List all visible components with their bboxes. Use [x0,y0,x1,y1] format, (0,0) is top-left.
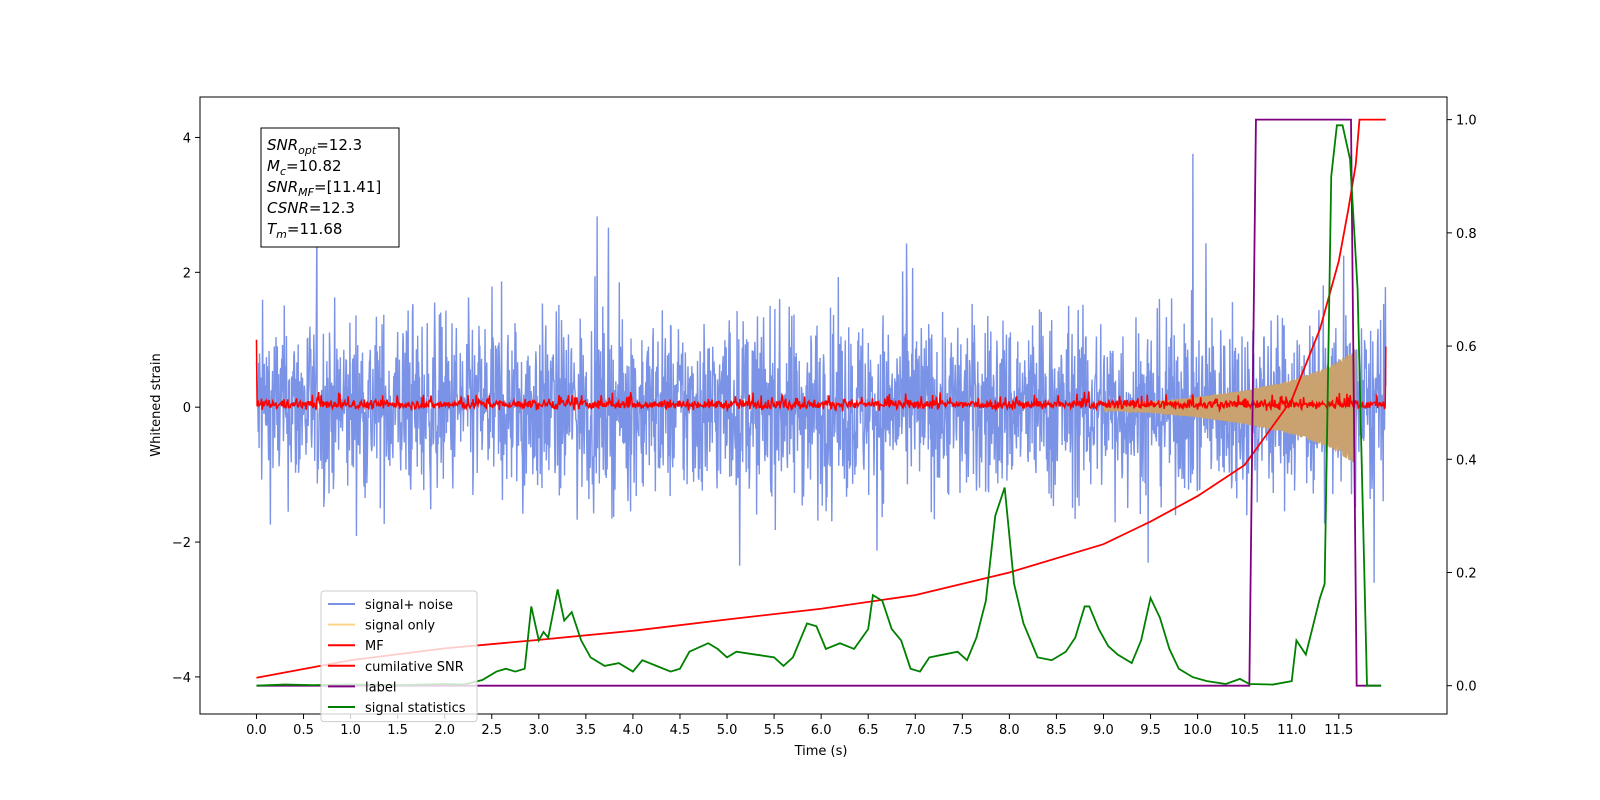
x-tick-label: 6.5 [858,723,879,738]
legend-frame [320,590,478,723]
x-tick-label: 4.5 [670,723,691,738]
legend-label: signal only [365,619,435,634]
legend-label: label [365,680,396,695]
x-tick-label: 11.0 [1277,723,1306,738]
series-signal-only [1102,350,1357,464]
x-tick-label: 3.5 [576,723,597,738]
x-tick-label: 8.5 [1046,723,1067,738]
y-tick-label: 0 [183,401,191,416]
y2-tick-label: 0.4 [1456,453,1477,468]
y-tick-label: 4 [183,131,191,146]
x-tick-label: 1.5 [387,723,408,738]
y-axis-right: 0.0 0.2 0.4 0.6 0.8 1.0 [1447,114,1477,695]
x-tick-label: 2.5 [481,723,502,738]
y2-tick-label: 0.0 [1456,680,1477,695]
plot-frame [199,96,1448,715]
series-cumilative-SNR [256,118,1386,679]
y-tick-label: −4 [172,671,191,686]
legend-label: MF [365,639,384,654]
series-mf [255,339,1387,413]
y-tick-label: −2 [172,536,191,551]
y2-tick-label: 1.0 [1456,114,1477,129]
x-tick-label: 0.5 [293,723,314,738]
y2-tick-label: 0.8 [1456,227,1477,242]
x-tick-label: 2.0 [434,723,455,738]
series-label [256,118,1382,687]
x-tick-label: 5.0 [717,723,738,738]
x-tick-label: 7.0 [905,723,926,738]
info-line: SNRMF=[11.41] [267,178,381,199]
x-tick-label: 1.0 [340,723,361,738]
legend-label: signal statistics [365,701,466,716]
legend: signal+ noise signal only MF cumilative SNR… [320,590,478,723]
x-axis: 0.0 0.5 1.0 1.5 2.0 2.5 3.0 3.5 4.0 4.5 5.0 5.5 6.0 6… [246,714,1353,738]
y2-tick-label: 0.2 [1456,566,1477,581]
x-tick-label: 7.5 [952,723,973,738]
x-tick-label: 0.0 [246,723,267,738]
y-axis-label: Whitened strain [149,353,164,456]
x-tick-label: 9.0 [1093,723,1114,738]
legend-label: signal+ noise [365,598,453,613]
info-line: CSNR=12.3 [267,199,355,217]
x-tick-label: 8.0 [999,723,1020,738]
x-tick-label: 10.0 [1183,723,1212,738]
x-tick-label: 9.5 [1140,723,1161,738]
y2-tick-label: 0.6 [1456,340,1477,355]
series-layer [255,118,1387,687]
x-tick-label: 11.5 [1324,723,1353,738]
info-box-frame [260,127,400,248]
x-tick-label: 10.5 [1230,723,1259,738]
info-line: Mc=10.82 [267,157,342,178]
x-tick-label: 5.5 [764,723,785,738]
series-signal-statistics [256,124,1382,687]
series-signal-noise [255,153,1387,583]
y-tick-label: 2 [183,266,191,281]
x-axis-label: Time (s) [794,744,848,759]
y-axis-left: −4 −2 0 2 4 [172,131,200,686]
info-line: SNRopt=12.3 [267,136,362,157]
x-tick-label: 3.0 [528,723,549,738]
x-tick-label: 6.0 [811,723,832,738]
legend-label: cumilative SNR [365,660,464,675]
info-line: Tm=11.68 [267,220,342,241]
x-tick-label: 4.0 [623,723,644,738]
info-box: SNRopt=12.3Mc=10.82SNRMF=[11.41]CSNR=12.… [260,127,400,248]
